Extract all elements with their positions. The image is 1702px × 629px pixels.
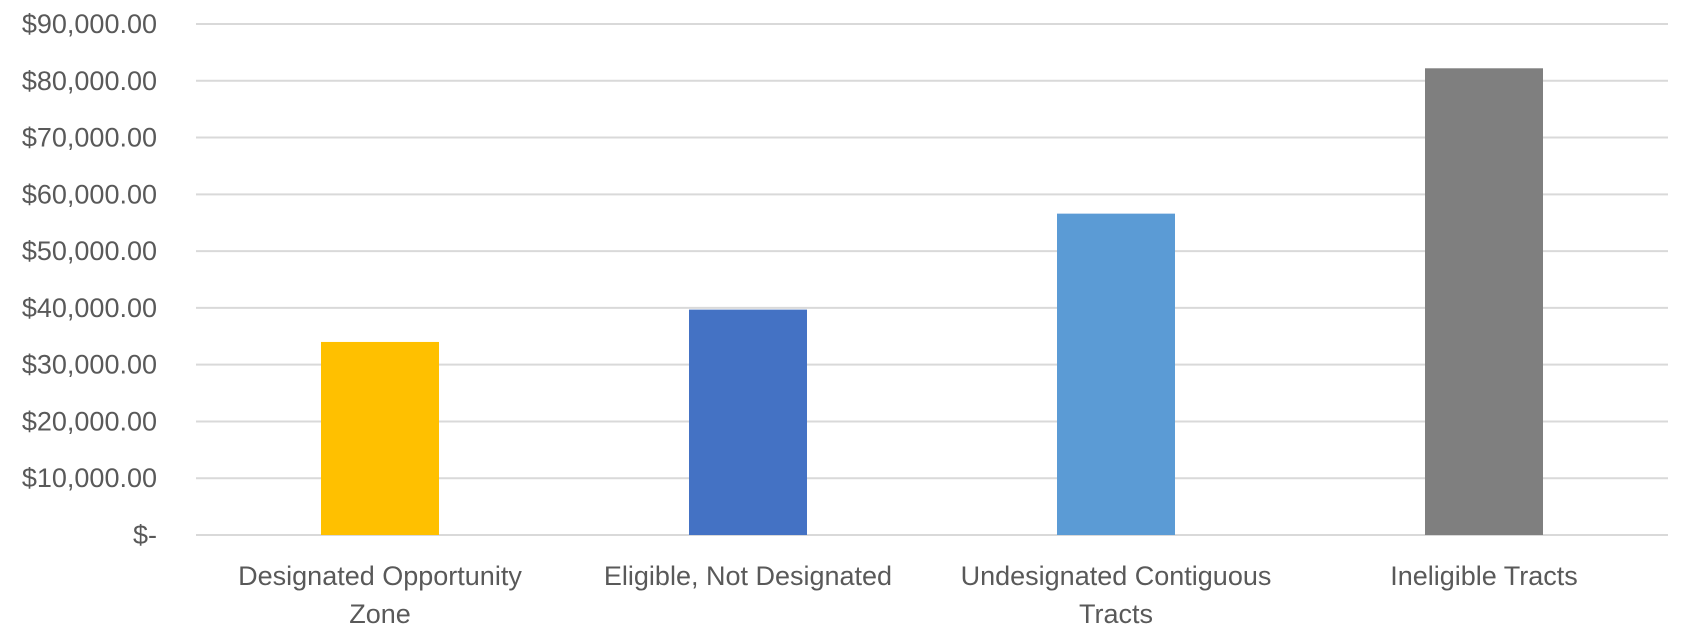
x-category-label-line: Zone [349,599,411,629]
bar-2 [689,309,807,535]
x-category-label-line: Eligible, Not Designated [604,561,892,591]
y-tick-label: $40,000.00 [22,293,157,323]
x-category-label: Ineligible Tracts [1390,561,1578,591]
y-tick-label: $20,000.00 [22,406,157,436]
x-category-label: Undesignated Contiguous Tracts [961,561,1272,629]
y-tick-label: $70,000.00 [22,123,157,153]
x-category-label-line: Undesignated Contiguous [961,561,1272,591]
x-category-label-line: Designated Opportunity [238,561,522,591]
gridlines [196,23,1668,536]
bars [321,68,1543,536]
bar-4 [1425,68,1543,535]
x-category-label: Eligible, Not Designated [604,561,892,591]
y-tick-label: $60,000.00 [22,179,157,209]
x-category-label-line: Ineligible Tracts [1390,561,1578,591]
x-axis-category-labels: Designated Opportunity Zone Eligible, Not … [238,561,1578,629]
x-category-label: Designated Opportunity Zone [238,561,522,629]
y-tick-label: $- [133,520,157,550]
y-tick-label: $50,000.00 [22,236,157,266]
y-axis-tick-labels: $- $10,000.00 $20,000.00 $30,000.00 $40,000.… [22,9,157,550]
bar-1 [321,341,439,535]
y-tick-label: $30,000.00 [22,350,157,380]
bar-3 [1057,213,1175,536]
y-tick-label: $80,000.00 [22,66,157,96]
y-tick-label: $90,000.00 [22,9,157,39]
y-tick-label: $10,000.00 [22,463,157,493]
x-category-label-line: Tracts [1079,599,1153,629]
